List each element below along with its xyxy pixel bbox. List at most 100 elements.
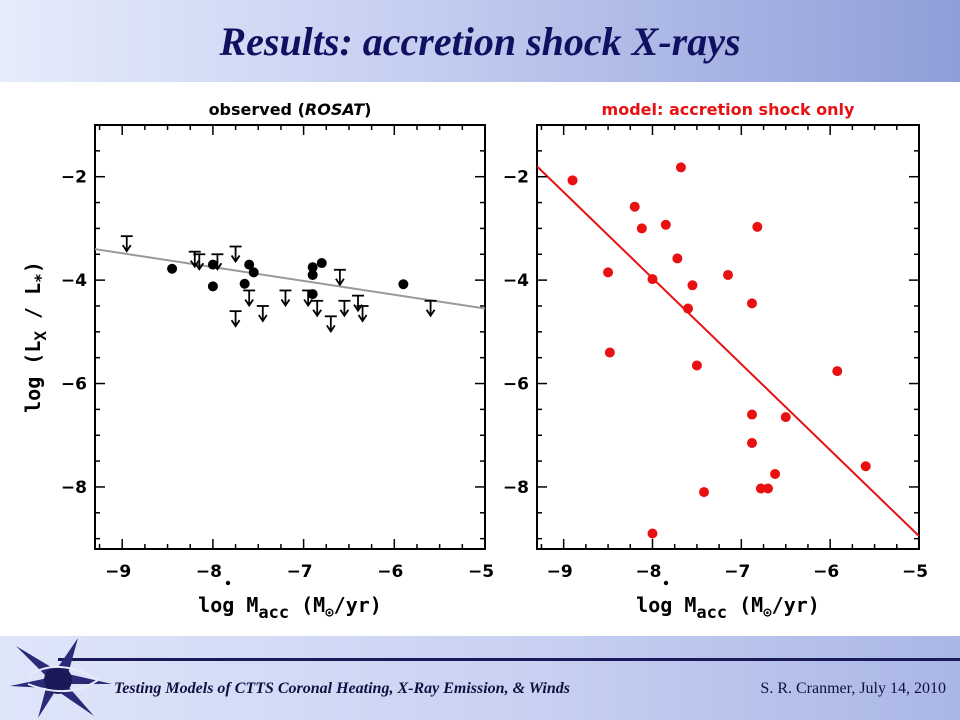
footer-rule — [58, 658, 960, 661]
data-point — [691, 360, 702, 371]
plots: observed (ROSAT) −9 −8 −7 −6 −5 −2 −4 −6 −8 log Ma… — [21, 100, 928, 623]
x-tick-label: −9 — [547, 562, 573, 582]
upper-limit-marker — [356, 305, 369, 323]
upper-limit-marker — [424, 299, 437, 318]
y-tick-label: −4 — [61, 271, 87, 291]
data-point — [239, 278, 250, 289]
y-tick-label: −4 — [503, 271, 529, 291]
data-point — [207, 281, 218, 292]
data-point — [244, 259, 255, 270]
data-point — [746, 409, 757, 420]
footer-right-text: S. R. Cranmer, July 14, 2010 — [760, 680, 946, 697]
limit-arrowhead — [425, 309, 436, 318]
data-point — [167, 263, 178, 274]
limit-arrowhead — [339, 309, 350, 318]
upper-limit-marker — [333, 268, 346, 287]
fit-line — [537, 165, 919, 537]
data-point — [723, 269, 733, 280]
data-point — [746, 298, 757, 309]
y-tick-label: −8 — [503, 478, 529, 498]
limit-arrowhead — [190, 260, 200, 269]
data-point — [307, 269, 318, 280]
y-tick-label: −2 — [61, 168, 87, 188]
data-point — [687, 280, 698, 291]
upper-limit-marker — [324, 315, 337, 333]
x-tick-label: −5 — [468, 562, 494, 582]
upper-limit-marker — [211, 253, 224, 271]
y-tick-label: −6 — [61, 375, 87, 395]
data-point — [746, 438, 757, 448]
limit-arrowhead — [230, 255, 241, 264]
data-point — [647, 528, 658, 539]
limit-arrowhead — [303, 298, 313, 308]
limit-arrowhead — [121, 244, 132, 253]
upper-limit-marker — [120, 235, 133, 253]
data-point — [672, 253, 683, 264]
upper-limit-marker — [243, 289, 256, 308]
data-point — [762, 483, 773, 494]
limit-arrowhead — [212, 262, 223, 271]
data-point — [629, 201, 640, 212]
mdot-dot — [663, 580, 669, 586]
data-point — [755, 483, 766, 494]
x-axis-label: log Macc (M⊙/yr) — [636, 593, 820, 623]
footer-left-text: Testing Models of CTTS Coronal Heating, … — [114, 680, 570, 697]
data-point — [604, 347, 615, 358]
plot-frame — [536, 124, 920, 550]
upper-limit-marker — [302, 289, 315, 308]
data-point — [248, 267, 259, 278]
data-point — [398, 279, 409, 290]
title-bar: Results: accretion shock X-rays — [0, 0, 960, 82]
limit-arrowhead — [312, 309, 322, 318]
limit-arrowhead — [258, 314, 268, 323]
upper-limit-marker — [229, 245, 242, 264]
y-axis-label: log (LX / L*) — [21, 261, 50, 413]
data-point — [660, 219, 671, 230]
limit-arrowhead — [244, 298, 254, 308]
x-tick-label: −6 — [813, 562, 839, 582]
chart-title: model: accretion shock only — [602, 100, 855, 119]
data-point — [675, 162, 686, 173]
data-point — [307, 262, 318, 273]
x-tick-label: −5 — [902, 562, 928, 582]
data-point — [683, 303, 694, 314]
upper-limit-marker — [256, 305, 269, 323]
limit-arrowhead — [357, 314, 368, 323]
star-logo-icon — [10, 638, 112, 718]
y-tick-label: −2 — [503, 168, 529, 188]
x-tick-label: −9 — [105, 562, 131, 582]
data-point — [770, 469, 781, 480]
data-point — [567, 175, 578, 186]
data-point — [647, 274, 658, 285]
upper-limit-marker — [338, 299, 351, 318]
y-tick-label: −6 — [503, 375, 529, 395]
data-point — [860, 461, 871, 472]
data-point — [636, 223, 647, 234]
limit-arrowhead — [230, 319, 241, 328]
chart-title: observed (ROSAT) — [209, 100, 372, 119]
data-point — [316, 258, 327, 269]
data-point — [307, 289, 318, 300]
limit-arrowhead — [280, 298, 291, 308]
limit-arrowhead — [335, 278, 345, 287]
x-tick-label: −7 — [724, 562, 750, 582]
upper-limit-marker — [311, 299, 324, 318]
x-tick-label: −8 — [196, 562, 222, 582]
data-point — [832, 366, 843, 377]
slide-title: Results: accretion shock X-rays — [219, 19, 741, 64]
footer: Testing Models of CTTS Coronal Heating, … — [0, 636, 960, 720]
limit-arrowhead — [194, 262, 205, 271]
data-point — [699, 487, 710, 498]
upper-limit-marker — [279, 289, 292, 308]
data-point — [752, 221, 763, 232]
y-tick-label: −8 — [61, 478, 87, 498]
x-tick-label: −8 — [635, 562, 661, 582]
upper-limit-marker — [229, 310, 242, 328]
limit-arrowhead — [326, 324, 336, 333]
chart-observed: observed (ROSAT) −9 −8 −7 −6 −5 −2 −4 −6 −8 log Ma… — [21, 100, 494, 623]
data-point — [603, 267, 614, 278]
x-tick-label: −6 — [377, 562, 403, 582]
data-point — [780, 412, 791, 423]
fit-line — [95, 248, 485, 310]
x-axis-label: log Macc (M⊙/yr) — [198, 593, 382, 623]
